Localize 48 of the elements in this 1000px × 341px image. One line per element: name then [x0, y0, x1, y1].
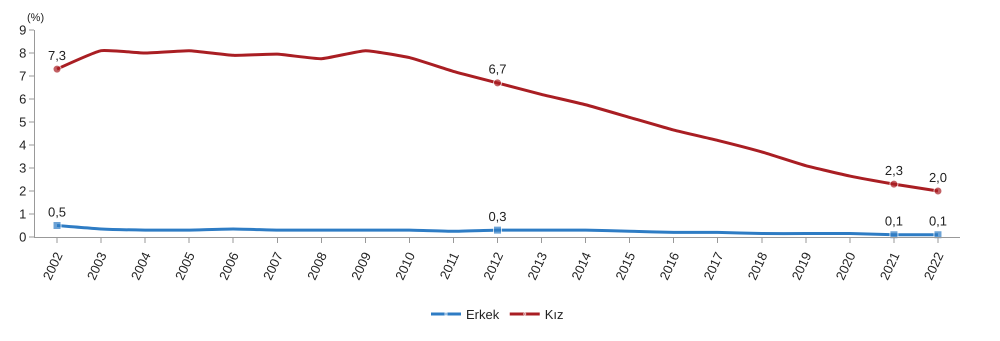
- data-label: 0,5: [48, 204, 66, 220]
- data-label: 2,0: [928, 170, 948, 185]
- x-tick-label: 2017: [700, 250, 726, 282]
- x-tick-label: 2018: [744, 250, 770, 282]
- data-label: 0,1: [884, 213, 903, 228]
- x-tick-label: 2003: [84, 250, 110, 282]
- x-tick-label: 2021: [876, 250, 903, 282]
- y-tick-label: 6: [19, 92, 26, 107]
- x-tick-label: 2020: [832, 250, 858, 282]
- y-tick-label: 1: [19, 206, 26, 222]
- x-tick-label: 2012: [480, 250, 506, 282]
- x-tick-label: 2004: [128, 250, 154, 282]
- y-tick-label: 4: [19, 138, 26, 153]
- data-label: 0,3: [488, 208, 507, 224]
- x-tick-label: 2013: [524, 250, 550, 282]
- data-label: 6,7: [488, 62, 507, 77]
- x-tick-label: 2019: [788, 250, 814, 282]
- x-tick-label: 2005: [172, 250, 198, 282]
- x-tick-label: 2009: [348, 250, 374, 282]
- legend-label: Erkek: [466, 307, 500, 322]
- point: [493, 78, 502, 88]
- x-tick-label: 2011: [436, 250, 462, 282]
- y-tick-label: 7: [19, 68, 26, 84]
- point: [933, 186, 942, 196]
- x-tick-label: 2010: [392, 250, 418, 282]
- data-label: 0,1: [928, 213, 948, 228]
- x-tick-label: 2002: [40, 250, 66, 282]
- y-tick-label: 0: [19, 230, 26, 245]
- point: [52, 64, 62, 74]
- y-tick-label: 9: [19, 22, 26, 38]
- point: [52, 221, 62, 230]
- x-tick-label: 2007: [260, 250, 286, 282]
- x-tick-label: 2015: [612, 250, 638, 282]
- legend-label: Kız: [544, 307, 564, 322]
- y-tick-label: 3: [19, 160, 26, 176]
- point: [889, 180, 898, 189]
- x-tick-label: 2016: [656, 250, 682, 282]
- data-label: 7,3: [48, 48, 66, 63]
- y-tick-label: 8: [19, 46, 26, 61]
- x-tick-label: 2006: [216, 250, 242, 282]
- x-tick-label: 2008: [304, 250, 330, 282]
- y-tick-label: 5: [19, 114, 26, 130]
- point: [493, 226, 502, 235]
- x-tick-label: 2022: [920, 250, 947, 282]
- data-label: 2,3: [884, 162, 903, 178]
- x-tick-label: 2014: [568, 250, 594, 282]
- y-tick-label: 2: [19, 184, 26, 199]
- y-axis-title: (%): [27, 12, 44, 24]
